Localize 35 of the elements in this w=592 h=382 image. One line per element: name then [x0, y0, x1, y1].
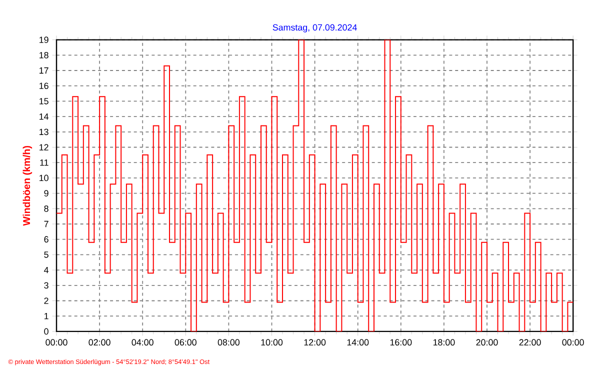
y-tick-label: 1: [44, 312, 48, 320]
y-tick-label: 15: [40, 98, 48, 104]
x-tick-label: 12:00: [304, 339, 326, 346]
x-tick-label: 02:00: [88, 339, 110, 346]
x-tick-label: 00:00: [562, 339, 584, 346]
y-tick-label: 11: [40, 159, 48, 166]
y-tick-label: 2: [44, 298, 48, 304]
y-tick-label: 6: [44, 236, 48, 242]
y-tick-label: 12: [40, 144, 48, 150]
y-tick-label: 17: [40, 67, 48, 74]
y-tick-label: 9: [44, 190, 48, 196]
y-tick-label: 7: [44, 220, 48, 227]
y-tick-label: 3: [44, 282, 48, 288]
y-tick-label: 4: [44, 266, 49, 274]
x-tick-label: 08:00: [218, 339, 240, 346]
y-axis-title: Windböen (km/h): [22, 146, 32, 226]
y-tick-label: 0: [44, 328, 48, 335]
y-tick-label: 13: [40, 128, 48, 135]
x-tick-label: 00:00: [46, 339, 68, 346]
x-tick-label: 22:00: [519, 339, 541, 346]
y-tick-label: 10: [40, 174, 48, 182]
x-tick-label: 18:00: [433, 339, 455, 346]
chart-title: Samstag, 07.09.2024: [272, 24, 357, 32]
x-tick-label: 06:00: [174, 339, 196, 346]
x-tick-label: 04:00: [132, 339, 154, 346]
y-tick-label: 14: [40, 113, 49, 120]
y-tick-label: 16: [40, 82, 48, 89]
x-tick-label: 20:00: [476, 339, 498, 346]
y-tick-label: 19: [40, 36, 48, 43]
y-tick-label: 18: [40, 52, 48, 58]
x-tick-label: 14:00: [347, 339, 369, 346]
x-tick-label: 16:00: [390, 339, 412, 346]
x-tick-label: 10:00: [261, 339, 283, 346]
y-tick-label: 5: [44, 251, 48, 258]
y-tick-label: 8: [44, 205, 48, 212]
